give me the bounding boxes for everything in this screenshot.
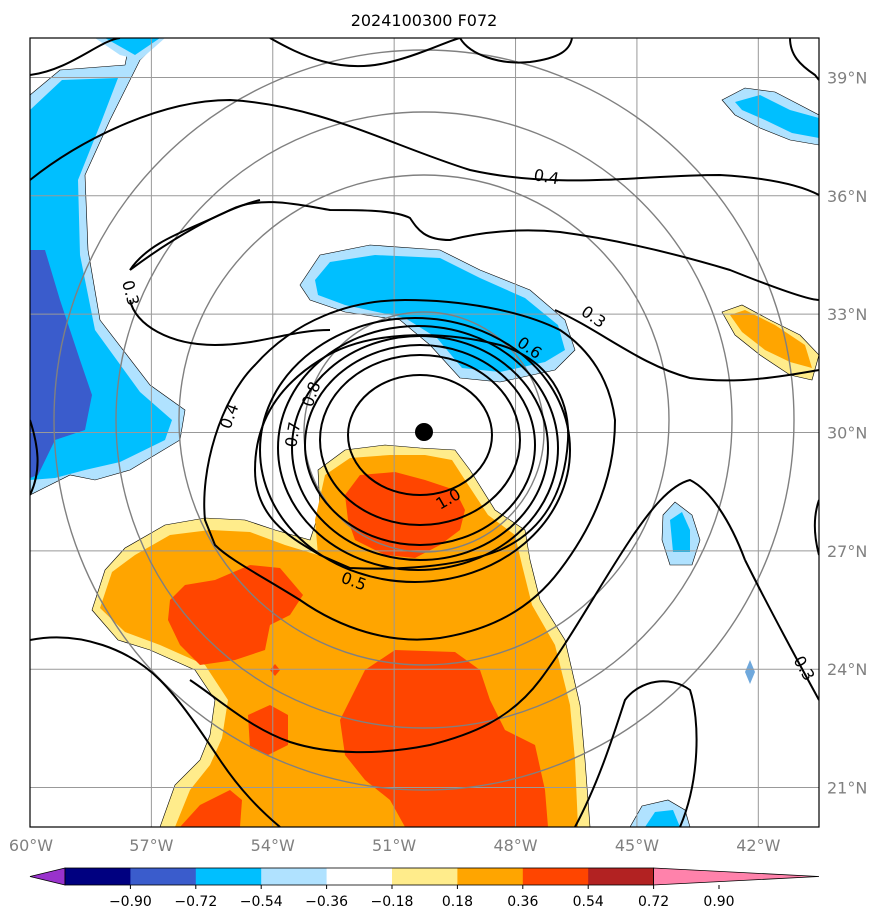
negative-area-small [745,660,755,684]
contour-label-0-7: 0.7 [281,420,304,448]
lat-tick-label: 30°N [827,424,867,443]
gridlines [30,38,819,827]
range-ring-3 [115,111,733,729]
colorbar-tick-label: −0.72 [174,894,217,910]
contour-ring-2 [319,354,521,526]
colorbar-tick-label: −0.18 [371,894,414,910]
chart-title: 2024100300 F072 [351,11,498,30]
contour-ring-5 [277,325,559,571]
lat-tick-label: 24°N [827,660,867,679]
colorbar-segment [392,868,458,885]
colorbar-segment [195,868,262,885]
range-rings [53,49,795,791]
colorbar-segment [522,868,589,885]
lon-tick-label: 48°W [493,836,537,855]
positive-area-high-small [248,705,288,755]
lon-tick-labels: 60°W 57°W 54°W 51°W 48°W 45°W 42°W [9,836,781,855]
contour-west-edge [30,419,39,496]
colorbar-tick-label: 0.36 [507,894,538,910]
lat-tick-label: 36°N [827,187,867,206]
range-ring-4 [53,49,795,791]
colorbar-tick-label: 0.18 [442,894,473,910]
lon-tick-label: 51°W [372,836,416,855]
contour-ring-3 [304,344,536,546]
negative-area-east [670,512,690,552]
range-ring-2 [178,174,670,666]
colorbar-tick-label: −0.54 [240,894,283,910]
colorbar-tick-label: −0.90 [109,894,152,910]
negative-area-west-core [30,250,92,478]
contour-ne [789,38,819,81]
lon-tick-label: 45°W [615,836,659,855]
positive-area-high-west [168,565,303,665]
lon-tick-label: 54°W [251,836,295,855]
positive-area-east [730,310,812,368]
colorbar-segment [261,868,328,885]
contour-east-lower [744,559,819,701]
contour-southeast [574,680,698,827]
contour-0-3-b [554,309,819,382]
colorbar-tick-label: 0.90 [703,894,734,910]
lat-tick-label: 33°N [827,305,867,324]
contour-east-edge [813,499,819,556]
colorbar: −0.90 −0.72 −0.54 −0.36 −0.18 0.18 0.36 0.54 0.7… [29,867,820,910]
negative-area-south [645,810,680,827]
lon-tick-label: 60°W [9,836,53,855]
lat-tick-label: 39°N [827,68,867,87]
colorbar-segment [130,868,197,885]
colorbar-extend-high [653,867,820,886]
colorbar-segment [588,868,655,885]
lat-tick-label: 21°N [827,779,867,798]
colorbar-segment [457,868,524,885]
contour-north-top [269,38,461,68]
storm-center-marker [415,423,433,441]
lon-tick-label: 57°W [129,836,173,855]
lat-tick-label: 27°N [827,542,867,561]
colorbar-extend-low [29,867,66,886]
negative-area-northeast [735,95,819,138]
lon-tick-label: 42°W [736,836,780,855]
lat-tick-labels: 21°N 24°N 27°N 30°N 33°N 36°N 39°N [827,68,867,797]
colorbar-segment [326,868,393,885]
colorbar-tick-label: 0.72 [638,894,669,910]
map-panel: 0.4 0.3 0.3 0.6 0.8 0.4 0.7 1.0 0.5 0.3 [30,38,819,827]
contour-0-3-a [129,299,331,347]
colorbar-frame [64,867,654,886]
contour-0-4-north [30,98,819,196]
positive-area-high-sw [180,790,242,827]
contour-ne-2 [129,199,261,271]
contour-ring-1 [347,374,493,496]
contour-north-top2 [459,38,573,64]
contour-label-0-4-north: 0.4 [532,165,560,188]
range-ring-1 [303,311,545,553]
colorbar-segment [65,868,131,885]
negative-area-north [105,38,160,55]
map-frame [29,37,820,828]
contour-east [189,478,746,754]
contour-lines [30,38,819,827]
contour-north-edge [30,38,121,76]
contour-0-4 [203,298,617,641]
contour-west-lower [30,636,281,827]
colorbar-tick-label: −0.36 [305,894,348,910]
contour-ring-6 [259,317,571,583]
colorbar-tick-label: 0.54 [573,894,604,910]
contour-0-5 [253,334,570,570]
